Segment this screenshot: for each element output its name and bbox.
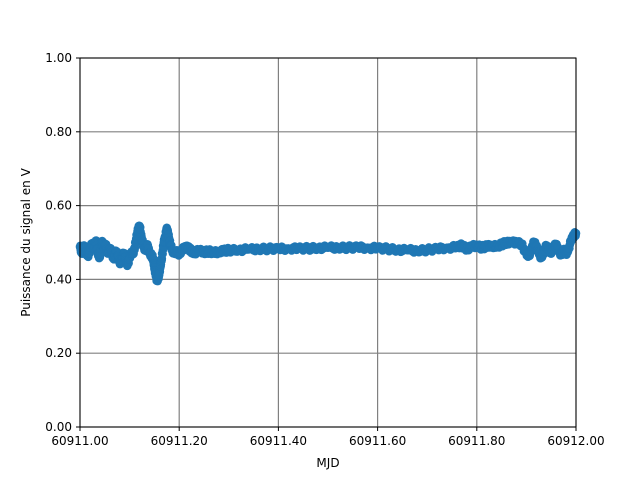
y-tick-label: 1.00 xyxy=(45,51,72,65)
y-axis-label: Puissance du signal en V xyxy=(19,167,33,316)
x-tick-label: 60911.20 xyxy=(151,434,208,448)
plot-area-frame xyxy=(79,57,577,428)
x-tick-label: 60911.00 xyxy=(51,434,108,448)
y-tick-label: 0.80 xyxy=(45,125,72,139)
x-axis-label: MJD xyxy=(316,456,339,470)
data-points xyxy=(75,221,581,286)
x-tick-label: 60911.60 xyxy=(349,434,406,448)
y-tick-label: 0.40 xyxy=(45,272,72,286)
axis-ticks: 60911.00 60911.20 60911.40 60911.60 60911.80… xyxy=(45,51,604,448)
x-tick-label: 60911.40 xyxy=(250,434,307,448)
y-tick-label: 0.60 xyxy=(45,199,72,213)
y-tick-label: 0.20 xyxy=(45,346,72,360)
x-tick-label: 60912.00 xyxy=(547,434,604,448)
y-tick-label: 0.00 xyxy=(45,420,72,434)
x-tick-label: 60911.80 xyxy=(448,434,505,448)
